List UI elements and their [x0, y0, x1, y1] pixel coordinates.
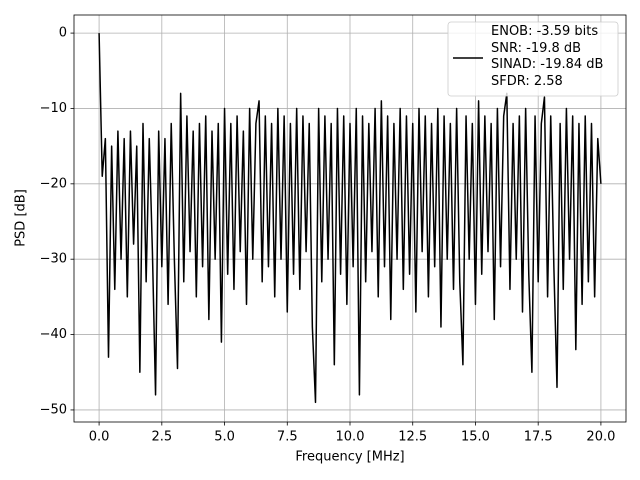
- y-tick-label: −20: [40, 176, 67, 191]
- y-tick-label: −40: [40, 327, 67, 342]
- legend-label: ENOB: -3.59 bits SNR: -19.8 dB SINAD: -1…: [491, 24, 604, 89]
- x-tick-label: 12.5: [398, 430, 427, 445]
- y-tick-label: −10: [40, 101, 67, 116]
- y-axis-label: PSD [dB]: [14, 189, 29, 247]
- x-tick-label: 2.5: [151, 430, 172, 445]
- x-tick-label: 10.0: [336, 430, 365, 445]
- plot-frame: [73, 14, 627, 423]
- legend-box: [447, 21, 619, 97]
- data-line: [98, 33, 602, 404]
- x-axis-label: Frequency [MHz]: [295, 450, 404, 465]
- x-tick-label: 15.0: [461, 430, 490, 445]
- x-tick-label: 20.0: [586, 430, 615, 445]
- x-tick-label: 0.0: [89, 430, 110, 445]
- x-tick-label: 7.5: [277, 430, 298, 445]
- x-tick-label: 5.0: [214, 430, 235, 445]
- y-tick-label: −50: [40, 402, 67, 417]
- x-tick-label: 17.5: [524, 430, 553, 445]
- y-tick-label: 0: [59, 26, 67, 41]
- y-tick-label: −30: [40, 252, 67, 267]
